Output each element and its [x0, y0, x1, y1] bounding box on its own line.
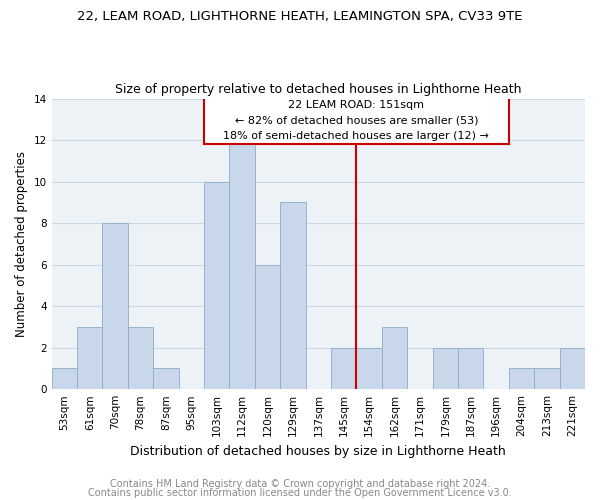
Bar	[331, 348, 356, 389]
Bar	[103, 223, 128, 389]
Text: 18% of semi-detached houses are larger (12) →: 18% of semi-detached houses are larger (…	[223, 131, 490, 141]
Bar	[433, 348, 458, 389]
Text: 22, LEAM ROAD, LIGHTHORNE HEATH, LEAMINGTON SPA, CV33 9TE: 22, LEAM ROAD, LIGHTHORNE HEATH, LEAMING…	[77, 10, 523, 23]
Text: ← 82% of detached houses are smaller (53): ← 82% of detached houses are smaller (53…	[235, 116, 478, 126]
Bar	[128, 327, 153, 389]
Bar	[560, 348, 585, 389]
Text: Contains public sector information licensed under the Open Government Licence v3: Contains public sector information licen…	[88, 488, 512, 498]
Text: 22 LEAM ROAD: 151sqm: 22 LEAM ROAD: 151sqm	[289, 100, 424, 110]
Bar	[52, 368, 77, 389]
Bar	[382, 327, 407, 389]
Text: Contains HM Land Registry data © Crown copyright and database right 2024.: Contains HM Land Registry data © Crown c…	[110, 479, 490, 489]
X-axis label: Distribution of detached houses by size in Lighthorne Heath: Distribution of detached houses by size …	[130, 444, 506, 458]
Bar	[204, 182, 229, 389]
Bar	[229, 140, 255, 389]
Bar	[255, 264, 280, 389]
Bar	[280, 202, 305, 389]
Bar	[458, 348, 484, 389]
Bar	[356, 348, 382, 389]
Bar	[153, 368, 179, 389]
Bar	[77, 327, 103, 389]
FancyBboxPatch shape	[204, 94, 509, 144]
Title: Size of property relative to detached houses in Lighthorne Heath: Size of property relative to detached ho…	[115, 83, 521, 96]
Y-axis label: Number of detached properties: Number of detached properties	[15, 151, 28, 337]
Bar	[534, 368, 560, 389]
Bar	[509, 368, 534, 389]
